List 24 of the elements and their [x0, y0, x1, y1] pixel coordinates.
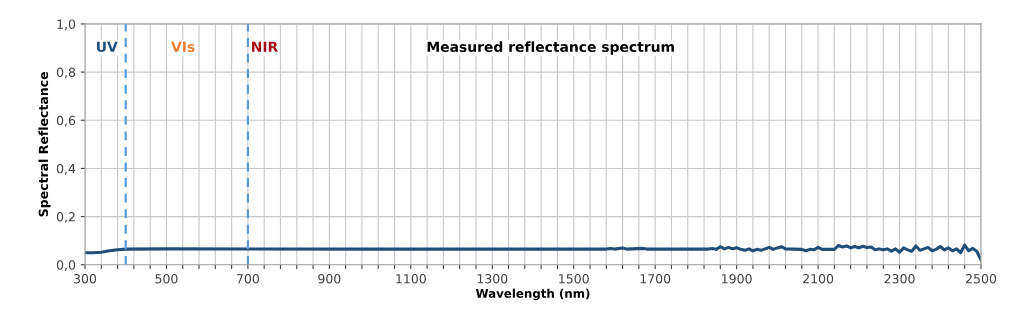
annotation: Measured reflectance spectrum: [427, 41, 674, 55]
x-axis-title: Wavelength (nm): [475, 288, 590, 301]
y-tick-label: 0,8: [56, 67, 76, 79]
annotation: UV: [97, 41, 118, 53]
x-tick-label: 1700: [640, 274, 671, 284]
x-tick-label: 1500: [559, 274, 589, 284]
x-tick-label: 1900: [722, 274, 752, 284]
x-tick-label: 300: [74, 274, 97, 284]
x-tick-label: 2300: [884, 274, 915, 284]
y-tick-label: 0,4: [56, 163, 76, 175]
annotation: VIs: [171, 41, 195, 53]
y-tick-label: 1,0: [57, 19, 76, 31]
x-tick-label: 700: [237, 274, 259, 284]
x-tick-label: 2500: [966, 274, 997, 284]
x-tick-label: 900: [318, 274, 341, 284]
x-tick-label: 1300: [477, 274, 508, 284]
x-tick-label: 2100: [803, 274, 834, 284]
y-axis-title: Spectral Reflectance: [38, 71, 51, 217]
y-tick-label: 0,0: [56, 260, 76, 271]
y-tick-label: 0,2: [56, 212, 75, 223]
x-tick-label: 1100: [396, 274, 426, 284]
annotation: NIR: [252, 41, 278, 52]
y-tick-label: 0,6: [56, 115, 76, 127]
x-tick-label: 500: [155, 274, 178, 284]
